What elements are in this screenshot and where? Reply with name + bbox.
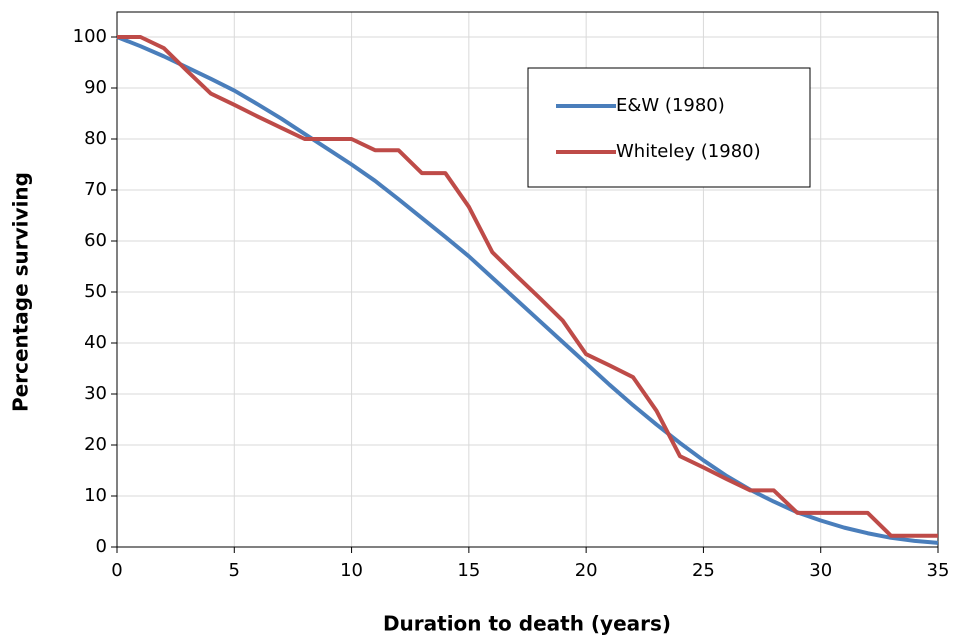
- legend-label: E&W (1980): [616, 95, 725, 116]
- x-tick-label: 35: [927, 560, 950, 581]
- y-tick-label: 40: [84, 332, 107, 353]
- plot-border: [116, 11, 939, 548]
- x-tick-label: 0: [111, 560, 122, 581]
- x-axis-title: Duration to death (years): [383, 612, 671, 636]
- y-tick-label: 50: [84, 281, 107, 302]
- y-tick-label: 70: [84, 179, 107, 200]
- x-tick-label: 10: [340, 560, 363, 581]
- x-tick-label: 25: [692, 560, 715, 581]
- x-tick-label: 30: [809, 560, 832, 581]
- legend-box: [527, 67, 811, 188]
- y-tick-label: 10: [84, 485, 107, 506]
- line-series: [117, 35, 938, 538]
- y-tick-label: 100: [73, 26, 107, 47]
- x-tick-label: 5: [229, 560, 240, 581]
- y-axis-title: Percentage surviving: [9, 172, 33, 412]
- y-tick-label: 80: [84, 128, 107, 149]
- y-tick-label: 30: [84, 383, 107, 404]
- x-tick-label: 15: [457, 560, 480, 581]
- y-tick-label: 0: [96, 536, 107, 557]
- y-tick-label: 20: [84, 434, 107, 455]
- legend-label: Whiteley (1980): [616, 141, 761, 162]
- y-tick-label: 60: [84, 230, 107, 251]
- y-tick-label: 90: [84, 77, 107, 98]
- x-tick-label: 20: [575, 560, 598, 581]
